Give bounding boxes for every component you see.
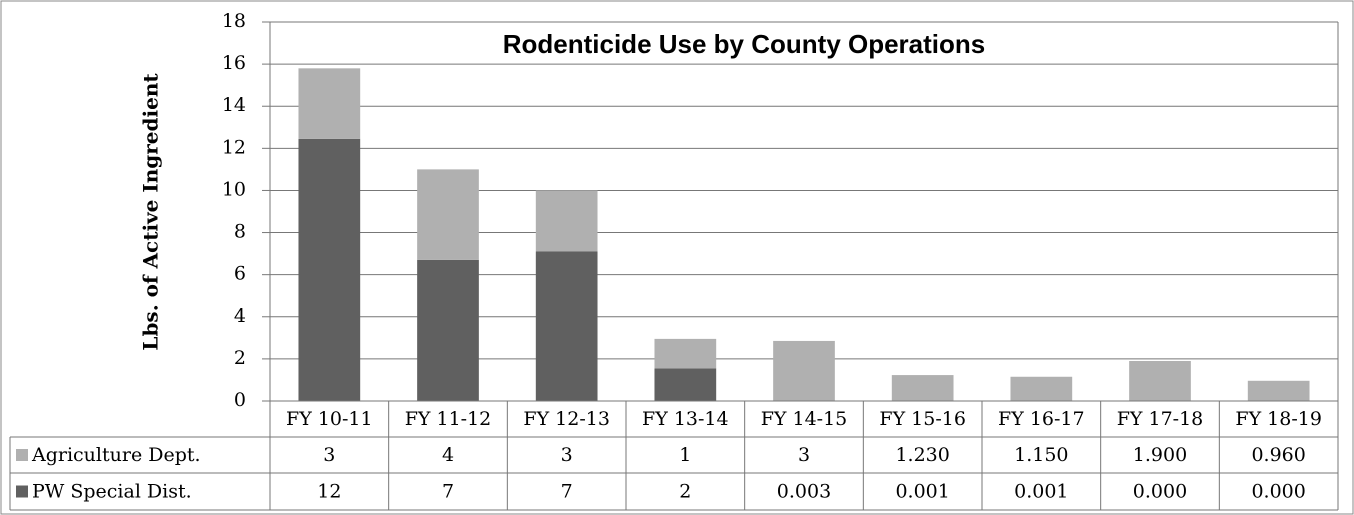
table-value: 2 [679, 481, 691, 503]
y-tick-label: 14 [222, 94, 246, 116]
bar-segment [298, 138, 361, 401]
bar-segment [417, 169, 479, 260]
table-value: 1.900 [1133, 444, 1187, 466]
y-tick-label: 18 [222, 10, 246, 32]
table-value: 1.230 [895, 444, 949, 466]
bar-segment [535, 190, 598, 252]
y-tick-label: 2 [234, 347, 246, 369]
x-tick-label: FY 15-16 [879, 408, 966, 430]
table-value: 12 [317, 481, 341, 503]
table-value: 7 [442, 481, 454, 503]
y-tick-label: 0 [234, 389, 246, 411]
y-tick-label: 8 [234, 221, 246, 243]
x-tick-label: FY 10-11 [286, 408, 373, 430]
x-tick-label: FY 12-13 [523, 408, 610, 430]
legend-key [16, 449, 28, 461]
legend-label: Agriculture Dept. [31, 444, 201, 466]
table-value: 1 [679, 444, 691, 466]
table-value: 0.001 [1014, 481, 1068, 503]
table-value: 7 [561, 481, 573, 503]
table-value: 0.000 [1251, 481, 1305, 503]
table-value: 3 [561, 444, 573, 466]
bar-segment [1129, 360, 1191, 401]
bar-segment [654, 338, 717, 369]
table-value: 0.960 [1251, 444, 1305, 466]
bar-segment [654, 368, 717, 401]
table-value: 3 [323, 444, 335, 466]
y-axis-label: Lbs. of Active Ingredient [139, 73, 163, 351]
y-tick-label: 16 [222, 52, 246, 74]
table-value: 0.000 [1133, 481, 1187, 503]
bar-segment [298, 68, 361, 139]
x-tick-label: FY 14-15 [761, 408, 848, 430]
bar-segment [1247, 380, 1310, 401]
bar-segment [1010, 376, 1073, 401]
bar-segment [773, 340, 835, 401]
table-value: 0.001 [895, 481, 949, 503]
x-tick-label: FY 18-19 [1235, 408, 1322, 430]
x-tick-label: FY 11-12 [405, 408, 492, 430]
table-value: 4 [442, 444, 454, 466]
x-tick-label: FY 13-14 [642, 408, 729, 430]
y-tick-label: 6 [234, 263, 246, 285]
chart-title: Rodenticide Use by County Operations [503, 29, 986, 59]
bar-segment [891, 375, 954, 401]
y-tick-label: 10 [222, 178, 246, 200]
bar-segment [417, 259, 479, 401]
bar-segment [535, 251, 598, 401]
legend-key [16, 485, 28, 498]
table-value: 1.150 [1014, 444, 1068, 466]
table-value: 3 [798, 444, 810, 466]
x-tick-label: FY 17-18 [1117, 408, 1204, 430]
y-tick-label: 12 [222, 136, 246, 158]
legend-label: PW Special Dist. [32, 481, 192, 503]
table-value: 0.003 [777, 481, 831, 503]
y-tick-label: 4 [234, 305, 246, 327]
x-tick-label: FY 16-17 [998, 408, 1085, 430]
